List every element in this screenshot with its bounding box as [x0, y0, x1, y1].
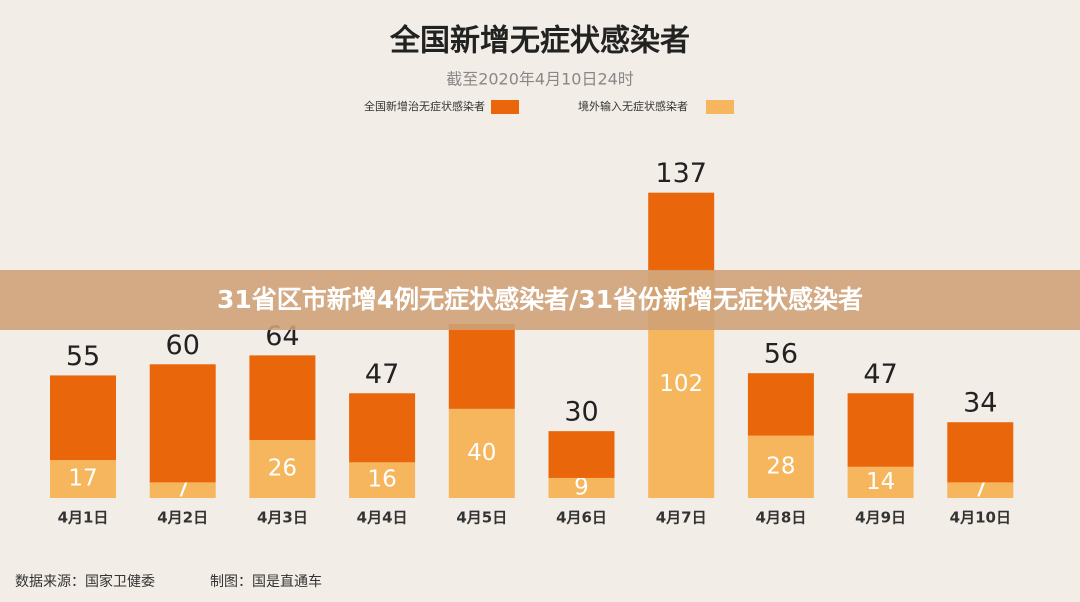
bar-segment	[947, 422, 1014, 483]
legend-swatch	[491, 100, 519, 114]
total-label: 137	[655, 158, 707, 189]
source: 数据来源：国家卫健委	[15, 573, 155, 590]
chart-title: 全国新增无症状感染者	[389, 24, 690, 59]
x-tick-label: 4月7日	[656, 509, 707, 527]
total-label: 47	[863, 359, 897, 390]
x-tick-label: 4月9日	[855, 509, 906, 527]
value-label: 26	[268, 456, 297, 482]
banner-bg	[0, 270, 1080, 330]
bar-segment	[648, 192, 715, 271]
bar-segment	[847, 466, 914, 498]
bar-segment	[349, 462, 416, 498]
bar-segment	[50, 460, 116, 498]
value-label: 7	[175, 477, 190, 503]
legend-label: 全国新增治无症状感染者	[364, 99, 485, 113]
chart-subtitle: 截至2020年4月10日24时	[446, 70, 634, 89]
value-label: 17	[68, 466, 97, 492]
total-label: 47	[365, 359, 399, 390]
credit: 制图：国是直通车	[210, 573, 322, 590]
bar-segment	[548, 477, 615, 498]
bar-segment	[249, 440, 316, 498]
x-tick-label: 4月2日	[157, 509, 208, 527]
bar-segment	[448, 408, 515, 498]
value-label: 9	[574, 474, 589, 500]
total-label: 34	[963, 388, 997, 419]
banner: 31省区市新增4例无症状感染者/31省份新增无症状感染者	[217, 285, 863, 314]
legend-label: 境外输入无症状感染者	[578, 99, 688, 113]
value-label: 7	[973, 477, 988, 503]
value-label: 102	[659, 371, 703, 397]
bar-segment	[50, 375, 116, 461]
bar-segment	[349, 393, 416, 463]
total-label: 60	[166, 330, 200, 361]
bar-segment	[249, 355, 316, 441]
x-tick-label: 4月10日	[950, 509, 1011, 527]
x-tick-label: 4月8日	[755, 509, 806, 527]
bar-segment	[448, 324, 515, 409]
value-label: 40	[467, 440, 496, 466]
total-label: 55	[66, 341, 100, 372]
bar-segment	[747, 435, 814, 498]
x-tick-label: 4月1日	[58, 509, 109, 527]
bar-segment	[747, 373, 814, 436]
bar-segment	[149, 482, 216, 498]
x-tick-label: 4月6日	[556, 509, 607, 527]
legend-swatch	[706, 100, 734, 114]
bar-segment	[947, 482, 1014, 498]
bar-segment	[548, 431, 615, 478]
total-label: 56	[764, 339, 798, 370]
x-tick-label: 4月5日	[456, 509, 507, 527]
bar-segment	[149, 364, 216, 483]
value-label: 14	[866, 469, 895, 495]
x-tick-label: 4月3日	[257, 509, 308, 527]
value-label: 16	[367, 467, 396, 493]
total-label: 30	[564, 397, 598, 428]
x-tick-label: 4月4日	[357, 509, 408, 527]
value-label: 28	[766, 453, 795, 479]
bar-segment	[847, 393, 914, 467]
